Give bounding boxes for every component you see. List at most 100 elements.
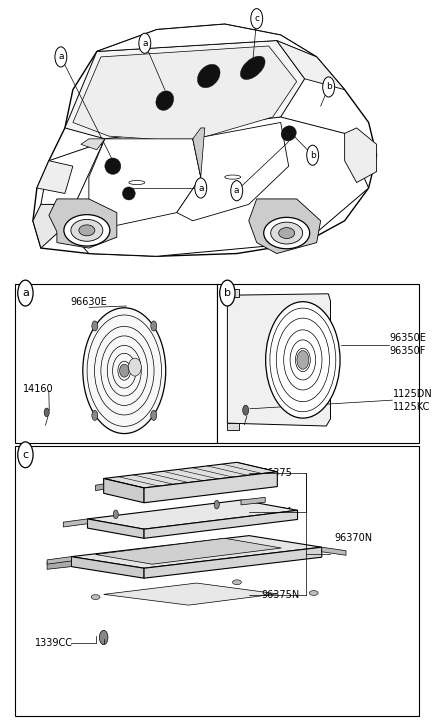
Polygon shape (144, 472, 278, 503)
Polygon shape (41, 144, 257, 232)
Polygon shape (95, 538, 281, 564)
Text: a: a (142, 39, 147, 48)
Text: 96374: 96374 (262, 507, 293, 517)
Ellipse shape (297, 350, 309, 369)
Ellipse shape (91, 595, 100, 600)
Circle shape (44, 408, 49, 417)
Ellipse shape (128, 358, 141, 376)
Polygon shape (144, 510, 297, 538)
Text: 96370N: 96370N (334, 533, 372, 543)
Text: 96350E: 96350E (390, 334, 427, 343)
Ellipse shape (279, 228, 295, 238)
Text: 14160: 14160 (23, 384, 53, 393)
Circle shape (139, 33, 151, 53)
Circle shape (251, 9, 263, 29)
Text: a: a (198, 183, 203, 193)
Polygon shape (47, 557, 71, 564)
Text: 96375: 96375 (262, 468, 293, 478)
Polygon shape (73, 46, 297, 142)
Text: b: b (326, 82, 332, 92)
Polygon shape (63, 576, 346, 614)
Circle shape (92, 410, 98, 420)
Polygon shape (71, 557, 144, 578)
Polygon shape (103, 462, 278, 488)
Polygon shape (227, 289, 239, 297)
Polygon shape (33, 204, 65, 248)
Ellipse shape (123, 187, 135, 200)
Text: 96350F: 96350F (390, 346, 426, 356)
Polygon shape (15, 284, 217, 443)
Text: 96630E: 96630E (71, 297, 107, 308)
Ellipse shape (79, 225, 95, 236)
Ellipse shape (266, 302, 340, 418)
Polygon shape (277, 41, 345, 89)
Ellipse shape (105, 158, 121, 174)
Text: b: b (224, 288, 231, 298)
Polygon shape (33, 24, 377, 257)
Polygon shape (47, 559, 71, 569)
Polygon shape (65, 117, 369, 257)
Polygon shape (152, 590, 346, 622)
Polygon shape (227, 423, 239, 430)
Polygon shape (49, 199, 117, 248)
Circle shape (151, 321, 157, 331)
Text: 1125KC: 1125KC (393, 401, 431, 411)
Polygon shape (89, 139, 201, 226)
Polygon shape (15, 446, 419, 715)
Text: 1125DN: 1125DN (393, 390, 433, 399)
Ellipse shape (156, 91, 174, 111)
Ellipse shape (64, 214, 110, 246)
Ellipse shape (83, 308, 166, 433)
Text: a: a (234, 186, 239, 196)
Circle shape (307, 145, 319, 165)
Polygon shape (103, 583, 278, 605)
Circle shape (99, 630, 108, 645)
Polygon shape (193, 128, 205, 177)
Text: c: c (254, 15, 259, 23)
Text: 96375N: 96375N (262, 590, 300, 600)
Polygon shape (63, 600, 152, 622)
Circle shape (323, 77, 335, 97)
Polygon shape (97, 24, 317, 57)
Circle shape (151, 410, 157, 420)
Ellipse shape (281, 126, 296, 141)
Ellipse shape (71, 220, 103, 241)
Polygon shape (95, 484, 103, 491)
Ellipse shape (271, 222, 303, 244)
Polygon shape (345, 128, 377, 182)
Ellipse shape (119, 364, 129, 377)
Polygon shape (144, 547, 322, 578)
Circle shape (18, 442, 33, 467)
Circle shape (195, 178, 207, 198)
Circle shape (214, 500, 219, 509)
Polygon shape (87, 500, 297, 529)
Polygon shape (177, 122, 289, 221)
Circle shape (243, 405, 249, 415)
Polygon shape (217, 284, 419, 443)
Polygon shape (227, 294, 330, 426)
Circle shape (220, 280, 235, 306)
Text: b: b (310, 150, 316, 160)
Polygon shape (241, 497, 265, 505)
Polygon shape (71, 536, 322, 569)
Ellipse shape (264, 217, 309, 249)
Polygon shape (249, 199, 321, 254)
Text: c: c (22, 450, 28, 459)
Polygon shape (65, 41, 305, 144)
Circle shape (113, 510, 118, 518)
Polygon shape (87, 519, 144, 538)
Circle shape (18, 280, 33, 306)
Polygon shape (322, 547, 346, 555)
Ellipse shape (240, 56, 265, 79)
Circle shape (55, 47, 67, 67)
Circle shape (231, 181, 243, 201)
Ellipse shape (233, 580, 242, 585)
Ellipse shape (198, 64, 220, 88)
Polygon shape (63, 519, 87, 527)
Text: a: a (58, 52, 63, 61)
Circle shape (92, 321, 98, 331)
Text: 1339CC: 1339CC (35, 638, 73, 648)
Polygon shape (37, 161, 73, 193)
Text: a: a (22, 288, 29, 298)
Polygon shape (103, 478, 144, 503)
